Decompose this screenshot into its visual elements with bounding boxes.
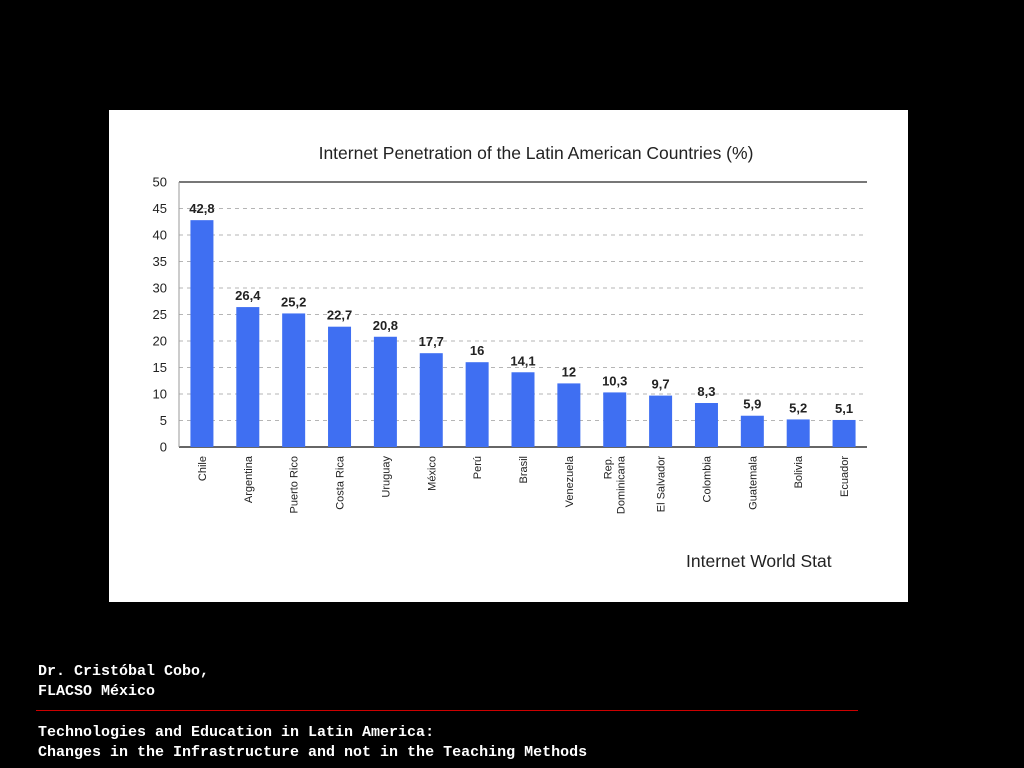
- bar-costa-rica: [328, 326, 352, 447]
- x-tick-label: México: [426, 456, 438, 491]
- data-label: 26,4: [235, 288, 261, 303]
- y-tick-label: 45: [153, 201, 167, 216]
- bar-ecuador: [832, 419, 856, 447]
- author-organization: FLACSO México: [38, 683, 156, 700]
- data-label: 17,7: [419, 334, 444, 349]
- data-label: 5,9: [743, 397, 761, 412]
- talk-title-line-2: Changes in the Infrastructure and not in…: [38, 744, 588, 761]
- bar-argentina: [236, 307, 260, 447]
- y-tick-label: 30: [153, 281, 167, 296]
- y-tick-label: 50: [153, 175, 167, 190]
- data-label: 12: [562, 364, 576, 379]
- x-tick-label: Guatemala: [747, 455, 759, 510]
- y-tick-label: 10: [153, 387, 167, 402]
- bar-guatemala: [740, 415, 764, 447]
- y-tick-label: 20: [153, 334, 167, 349]
- data-label: 20,8: [373, 318, 398, 333]
- bar-chart: 0 5 10 15 20 25 30 35 40 45 50 42,8 Chile 26,4 Argenti…: [153, 175, 867, 514]
- y-tick-label: 25: [153, 307, 167, 322]
- y-tick-label: 0: [160, 440, 167, 455]
- x-tick-label: Venezuela: [564, 455, 576, 507]
- data-label: 5,2: [789, 400, 807, 415]
- bar-m-xico: [419, 353, 443, 447]
- x-tick-label: Costa Rica: [335, 455, 347, 510]
- y-tick-label: 5: [160, 413, 167, 428]
- y-tick-label: 40: [153, 228, 167, 243]
- bar-brasil: [511, 372, 535, 447]
- data-label: 8,3: [697, 384, 715, 399]
- bar-rep-dominicana: [603, 392, 627, 447]
- x-tick-label: Puerto Rico: [289, 456, 301, 513]
- bar-bolivia: [786, 419, 810, 447]
- x-tick-label: Bolivia: [793, 455, 805, 488]
- chart-panel: Internet Penetration of the Latin Americ…: [109, 110, 908, 602]
- y-tick-label: 15: [153, 360, 167, 375]
- bar-el-salvador: [649, 395, 673, 447]
- x-tick-label: Brasil: [518, 456, 530, 484]
- data-label: 10,3: [602, 373, 627, 388]
- source-label: Internet World Stat: [686, 551, 832, 571]
- data-label: 42,8: [189, 201, 214, 216]
- x-tick-label: Chile: [197, 456, 209, 481]
- data-label: 16: [470, 343, 484, 358]
- x-tick-label: Colombia: [701, 455, 713, 502]
- bar-venezuela: [557, 383, 581, 447]
- y-tick-label: 35: [153, 254, 167, 269]
- bar-puerto-rico: [282, 313, 306, 447]
- data-label: 22,7: [327, 308, 352, 323]
- x-tick-label: Ecuador: [839, 456, 851, 497]
- bar-uruguay: [373, 336, 397, 447]
- data-label: 25,2: [281, 294, 306, 309]
- data-label: 5,1: [835, 401, 853, 416]
- footer-divider: [36, 710, 858, 711]
- x-tick-label: Argentina: [243, 455, 255, 503]
- x-tick-label: Perú: [472, 456, 484, 479]
- author-name: Dr. Cristóbal Cobo,: [38, 663, 210, 680]
- bar-chile: [190, 220, 214, 447]
- bar-per-: [465, 362, 489, 447]
- chart-title: Internet Penetration of the Latin Americ…: [318, 143, 754, 163]
- x-tick-label: Rep.Dominicana: [603, 455, 628, 514]
- x-tick-label: Uruguay: [380, 456, 392, 498]
- data-label: 9,7: [652, 377, 670, 392]
- x-tick-label: El Salvador: [656, 456, 668, 513]
- talk-title-line-1: Technologies and Education in Latin Amer…: [38, 724, 435, 741]
- bar-colombia: [694, 403, 718, 447]
- data-label: 14,1: [510, 353, 535, 368]
